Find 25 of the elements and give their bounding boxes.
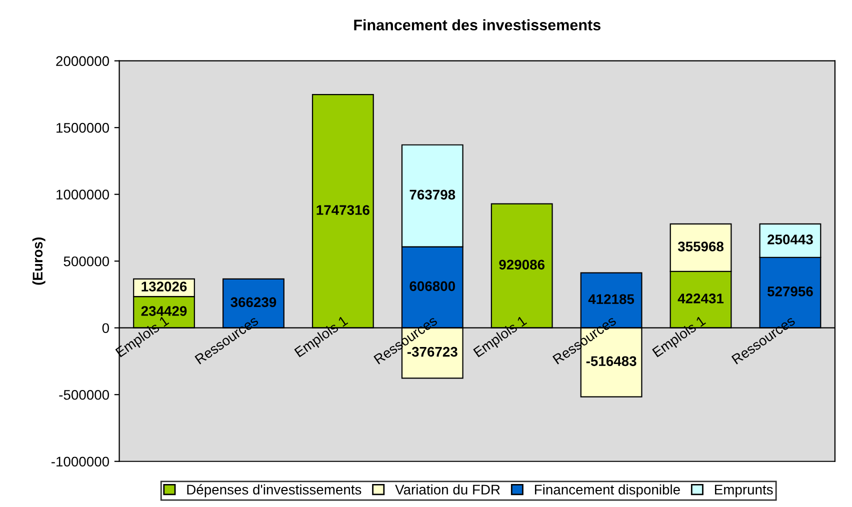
data-label: 366239 xyxy=(230,297,276,308)
data-label: 929086 xyxy=(499,260,545,270)
data-label: 527956 xyxy=(767,286,813,296)
data-label: 1747316 xyxy=(316,205,370,215)
data-label: 132026 xyxy=(142,282,187,292)
y-tick-label: 0 xyxy=(102,323,110,334)
y-tick-label: 1500000 xyxy=(56,122,110,133)
y-axis-title: (Euros) xyxy=(32,237,46,285)
y-tick-label: 500000 xyxy=(64,256,110,266)
legend-label: Variation du FDR xyxy=(395,484,500,495)
chart-title: Financement des investissements xyxy=(354,19,600,30)
data-label: 763798 xyxy=(410,190,456,200)
data-label: 606800 xyxy=(410,281,455,292)
legend-label: Financement disponible xyxy=(534,484,680,498)
legend-label: Dépenses d'investissements xyxy=(187,484,362,498)
y-tick-label: -500000 xyxy=(59,390,110,400)
legend-label: Emprunts xyxy=(715,484,773,498)
data-label: 422431 xyxy=(678,294,724,304)
data-label: 250443 xyxy=(768,234,813,244)
data-label: 234429 xyxy=(141,306,187,316)
data-label: 412185 xyxy=(588,294,634,304)
y-tick-label: -1000000 xyxy=(51,456,110,467)
y-tick-label: 2000000 xyxy=(56,56,110,66)
data-label: 355968 xyxy=(678,242,724,252)
y-tick-label: 1000000 xyxy=(56,190,110,200)
